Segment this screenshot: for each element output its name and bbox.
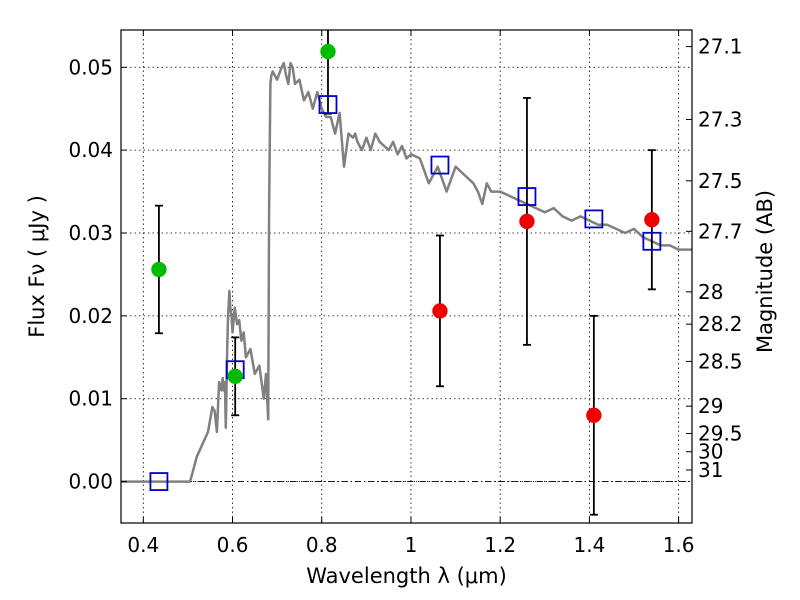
y2-tick-label: 29.5 [698, 422, 743, 446]
x-tick-label: 1 [405, 533, 418, 557]
y-axis-title: Flux Fν ( μJy ) [25, 195, 49, 338]
errorbar-layer [154, 30, 656, 516]
optical-detections-point [320, 43, 336, 60]
y2-tick-label: 28 [698, 280, 723, 304]
model-photometry-square [642, 231, 662, 251]
model-photometry-square [318, 95, 338, 114]
y2-tick-label: 28.2 [698, 312, 743, 336]
model-spectrum-line [121, 61, 692, 483]
plot-frame [120, 29, 693, 524]
y2-tick-label: 27.3 [698, 107, 743, 131]
y-tick-label: 0.05 [68, 55, 113, 79]
y-tick-label: 0.01 [68, 387, 113, 411]
x-tick-label: 0.4 [127, 533, 159, 557]
y-tick-label: 0.04 [68, 138, 113, 162]
y-tick-label: 0.00 [68, 470, 113, 494]
optical-detections-point [227, 368, 243, 385]
infrared-detections-point [519, 213, 535, 230]
y-tick-label: 0.02 [68, 304, 113, 328]
model-photometry-square [430, 155, 450, 175]
y2-tick-label: 27.5 [698, 169, 743, 193]
y2-tick-label: 29 [698, 394, 723, 418]
infrared-detections-point [432, 303, 448, 319]
infrared-detections-point [586, 407, 602, 424]
model-photometry-square [584, 209, 604, 229]
x-tick-label: 0.6 [217, 533, 249, 557]
y2-tick-label: 31 [698, 458, 723, 482]
tick-layer: 0.4 0.6 0.8 1 1.2 1.4 1.6 0.00 0.01 0.02 0.03 0.04 0… [68, 30, 743, 557]
y-tick-label: 0.03 [68, 221, 113, 245]
x-tick-label: 1.6 [663, 533, 695, 557]
y2-tick-label: 28.5 [698, 349, 743, 373]
x-tick-label: 1.4 [573, 533, 605, 557]
grid-layer [121, 30, 692, 523]
y2-tick-label: 27.7 [698, 219, 743, 243]
x-axis-title: Wavelength λ (μm) [306, 564, 507, 588]
model-photometry-square [517, 187, 537, 206]
x-tick-label: 0.8 [306, 533, 338, 557]
y2-tick-label: 30 [698, 440, 723, 464]
model-photometry-square [149, 472, 169, 491]
x-tick-label: 1.2 [484, 533, 516, 557]
y2-tick-label: 27.1 [698, 35, 743, 59]
y2-axis-title: Magnitude (AB) [753, 190, 777, 353]
optical-detections-point [151, 261, 167, 278]
spectrum-layer [121, 61, 692, 483]
infrared-detections-point [644, 211, 660, 228]
marker-layer [149, 43, 662, 491]
